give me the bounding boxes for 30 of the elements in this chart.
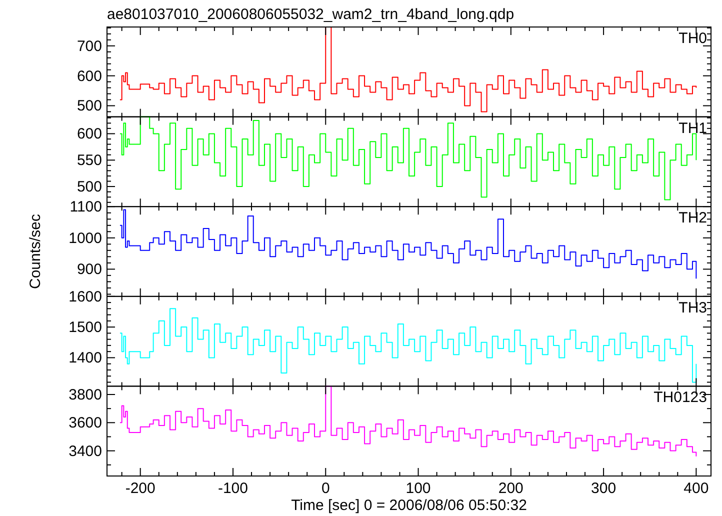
y-tick-label: 3400 <box>68 442 102 460</box>
y-tick-label: 1000 <box>68 230 102 247</box>
y-tick-label: 1500 <box>68 319 102 336</box>
y-tick-label: 500 <box>76 178 102 196</box>
y-tick-label: 900 <box>76 261 102 278</box>
x-tick-label: 400 <box>684 480 709 497</box>
y-tick-label: 550 <box>76 152 102 170</box>
x-tick-label: 0 <box>321 480 330 497</box>
x-tick-label: 300 <box>591 480 616 497</box>
y-tick-label: 600 <box>76 68 102 85</box>
x-tick-label: -200 <box>125 480 156 497</box>
y-tick-label: 1400 <box>68 350 102 367</box>
y-tick-label: 600 <box>76 126 102 143</box>
y-tick-label: 1100 <box>70 198 102 216</box>
y-axis-title: Counts/sec <box>27 213 44 290</box>
text: TH0 <box>678 30 707 47</box>
y-tick-label: 3800 <box>68 386 102 404</box>
series-label: TH2 <box>678 210 707 227</box>
series-label: TH3 <box>678 299 707 316</box>
series-label: TH1 <box>678 120 707 137</box>
y-tick-label: 700 <box>76 38 102 55</box>
y-tick-label: 500 <box>76 98 102 115</box>
x-tick-label: -100 <box>218 480 248 497</box>
chart-title: ae801037010_20060806055032_wam2_trn_4band_long.qdp <box>107 6 514 23</box>
y-tick-label: 1600 <box>68 288 102 306</box>
text: TH0123 <box>654 389 707 406</box>
x-tick-label: 100 <box>406 480 431 497</box>
x-tick-label: 200 <box>498 480 524 497</box>
x-axis-title: Time [sec] 0 = 2006/08/06 05:50:32 <box>291 497 527 514</box>
y-tick-label: 3600 <box>68 414 102 432</box>
